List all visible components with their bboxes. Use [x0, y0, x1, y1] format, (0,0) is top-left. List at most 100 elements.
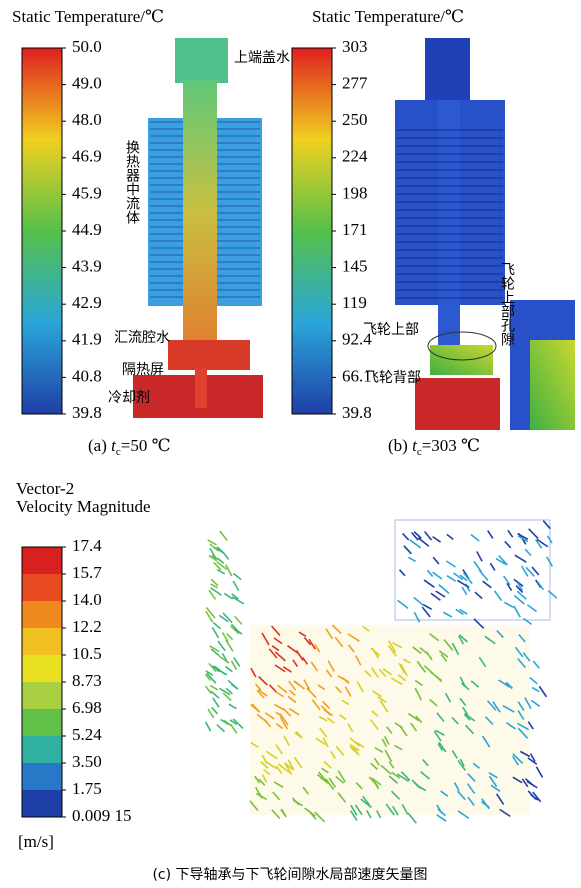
vector-arrow	[410, 722, 418, 732]
caption: (c) 下导轴承与下飞轮间隙水局部速度矢量图	[152, 867, 427, 883]
vector-arrow	[490, 784, 501, 792]
vector-arrow	[339, 714, 347, 721]
vector-arrow	[401, 532, 410, 541]
vector-arrow	[224, 665, 233, 673]
vector-arrow	[473, 560, 483, 573]
colorbar-label: 8.73	[72, 671, 102, 690]
vector-arrow	[233, 657, 241, 667]
vector-arrow	[288, 707, 300, 716]
vector-arrow	[458, 635, 465, 645]
vector-arrow	[261, 754, 268, 764]
vector-arrow	[517, 582, 524, 592]
caption-part: c	[417, 446, 422, 458]
vector-arrow	[230, 683, 239, 690]
vector-arrow	[347, 723, 354, 733]
caption: (a) tc=50 ℃	[88, 436, 171, 458]
vector-arrow	[283, 735, 290, 746]
vector-arrow	[315, 737, 326, 746]
vector-arrow	[488, 775, 498, 788]
vector-field	[204, 519, 558, 824]
vector-arrow	[531, 686, 540, 693]
vector-arrow	[209, 645, 220, 653]
vector-arrow	[440, 653, 448, 662]
vector-arrow	[294, 680, 305, 690]
vector-arrow	[275, 743, 283, 755]
vector-arrow	[228, 703, 237, 710]
vector-arrow	[392, 641, 403, 649]
vector-arrow	[446, 574, 457, 582]
vector-arrow	[385, 803, 395, 816]
vector-arrow	[377, 696, 387, 704]
vector-arrow	[458, 634, 468, 643]
vector-arrow	[306, 687, 317, 699]
vector-arrow	[513, 594, 525, 605]
vector-arrow	[445, 560, 456, 568]
vector-arrow	[212, 622, 222, 630]
vector-arrow	[294, 732, 303, 739]
vector-arrow	[442, 611, 453, 618]
vector-arrow	[391, 805, 399, 816]
vector-arrow	[207, 539, 217, 546]
vector-arrow	[535, 539, 543, 549]
vector-arrow	[318, 715, 328, 722]
vector-arrow	[225, 639, 234, 652]
vector-arrow	[287, 759, 295, 771]
vector-arrow	[459, 574, 468, 582]
vector-arrow	[400, 771, 411, 781]
vector-arrow	[444, 692, 452, 703]
vector-arrow	[350, 804, 358, 816]
vector-arrow	[223, 592, 234, 600]
vector-arrow	[453, 572, 464, 581]
vector-arrow	[271, 809, 281, 820]
vector-arrow	[388, 775, 398, 784]
vector-arrow	[216, 557, 225, 564]
vector-arrow	[435, 729, 445, 736]
vector-arrow	[457, 810, 470, 820]
colorbar-segment	[22, 790, 62, 817]
vector-arrow	[221, 632, 229, 643]
vector-arrow	[516, 590, 527, 600]
vector-arrow	[326, 717, 335, 724]
annotation: 换热器中流体	[124, 139, 140, 224]
vector-arrow	[436, 712, 445, 723]
vector-arrow	[515, 585, 524, 594]
vector-arrow	[347, 644, 355, 653]
vector-arrow	[229, 723, 238, 734]
vector-arrow	[423, 665, 434, 675]
vector-arrow	[282, 708, 292, 717]
vector-arrow	[274, 651, 286, 662]
vector-arrow	[370, 647, 381, 657]
vector-arrow	[210, 578, 219, 587]
vector-arrow	[311, 699, 321, 711]
vector-arrow	[464, 712, 476, 722]
caption-part: (a)	[88, 436, 111, 455]
vector-arrow	[517, 727, 529, 739]
vector-arrow	[275, 765, 283, 775]
vector-arrow	[461, 706, 469, 716]
panel-a-image	[133, 38, 263, 418]
vector-arrow	[386, 726, 393, 735]
colorbar-label: 1.75	[72, 779, 102, 798]
vector-arrow	[220, 718, 229, 725]
vector-arrow	[250, 742, 259, 748]
vector-arrow	[273, 781, 284, 789]
vector-arrow	[531, 566, 540, 576]
vector-arrow	[430, 592, 441, 601]
colorbar-label: 198	[342, 183, 368, 202]
vector-arrow	[506, 582, 513, 592]
vector-arrow	[210, 648, 220, 657]
colorbar-label: 45.9	[72, 183, 102, 202]
colorbar-segment	[22, 547, 62, 574]
vector-arrow	[397, 599, 409, 609]
vector-arrow	[325, 778, 335, 791]
annotation: 汇流腔水	[114, 330, 170, 346]
colorbar-label: 49.0	[72, 74, 102, 93]
vector-arrow	[335, 686, 343, 694]
vector-arrow	[258, 778, 266, 787]
vector-arrow	[206, 672, 217, 684]
vector-arrow	[472, 762, 481, 769]
vector-arrow	[308, 638, 316, 650]
vector-arrow	[204, 685, 212, 694]
colorbar-label: 171	[342, 220, 368, 239]
vector-arrow	[412, 646, 422, 654]
